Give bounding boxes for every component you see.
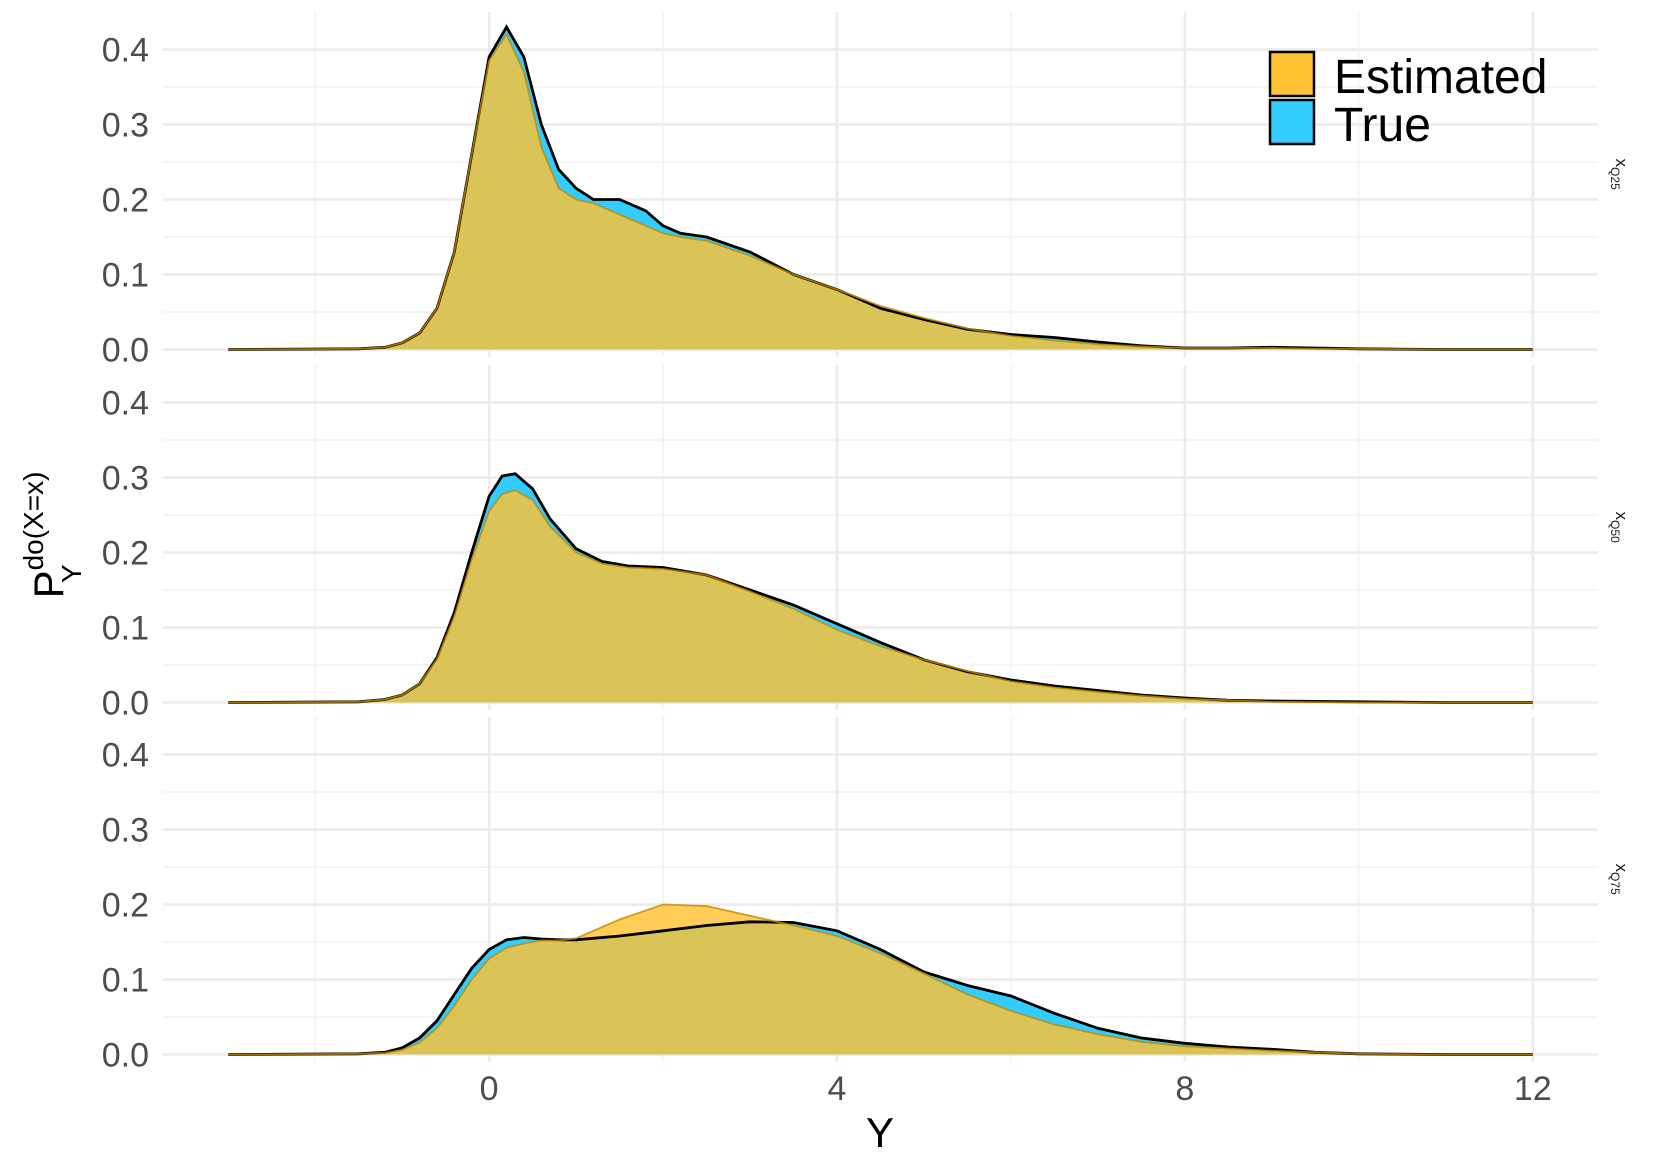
legend-label-estimated: Estimated bbox=[1334, 51, 1547, 104]
y-tick-label: 0.1 bbox=[102, 610, 149, 648]
legend-label-true: True bbox=[1334, 99, 1431, 152]
density-line-estimated bbox=[228, 489, 1533, 704]
legend-key-true bbox=[1268, 98, 1316, 146]
panel-q75 bbox=[163, 717, 1598, 1062]
y-tick-label: 0.3 bbox=[102, 812, 149, 850]
axes: 0.00.10.20.30.4xQ250.00.10.20.30.4xQ500.… bbox=[102, 32, 1631, 1109]
y-axis-title-superscript: do(X=x) bbox=[18, 472, 49, 571]
density-area-estimated bbox=[228, 904, 1533, 1055]
y-tick-label: 0.0 bbox=[102, 332, 149, 370]
facet-strip-sub: Q25 bbox=[1608, 167, 1622, 190]
facet-strip-label: xQ75 bbox=[1608, 864, 1631, 896]
y-axis-title-subscript: Y bbox=[56, 564, 87, 583]
y-tick-label: 0.2 bbox=[102, 887, 149, 925]
legend: Estimated True bbox=[1268, 50, 1547, 152]
density-line-true bbox=[228, 920, 1533, 1056]
y-tick-label: 0.3 bbox=[102, 107, 149, 145]
y-axis-title: Pdo(X=x) Y bbox=[18, 472, 87, 599]
x-tick-label: 4 bbox=[828, 1070, 847, 1108]
panel-q25 bbox=[163, 12, 1598, 357]
facet-panels bbox=[163, 12, 1598, 1062]
density-line-estimated bbox=[228, 32, 1533, 351]
y-tick-label: 0.4 bbox=[102, 385, 149, 423]
y-tick-label: 0.2 bbox=[102, 182, 149, 220]
panel-q50 bbox=[163, 365, 1598, 710]
facet-strip-main: x bbox=[1612, 864, 1631, 873]
facet-strip-sub: Q75 bbox=[1608, 872, 1622, 895]
y-tick-label: 0.1 bbox=[102, 257, 149, 295]
svg-text:Pdo(X=x): Pdo(X=x) bbox=[18, 472, 72, 599]
y-tick-label: 0.2 bbox=[102, 535, 149, 573]
y-tick-label: 0.1 bbox=[102, 962, 149, 1000]
y-tick-label: 0.4 bbox=[102, 32, 149, 70]
y-tick-label: 0.0 bbox=[102, 1037, 149, 1075]
x-axis-title: Y bbox=[866, 1109, 894, 1156]
x-tick-label: 8 bbox=[1175, 1070, 1194, 1108]
facet-strip-main: x bbox=[1612, 512, 1631, 521]
x-tick-label: 0 bbox=[480, 1070, 499, 1108]
y-tick-label: 0.4 bbox=[102, 737, 149, 775]
density-line-estimated bbox=[228, 903, 1533, 1056]
facet-strip-label: xQ25 bbox=[1608, 159, 1631, 191]
x-tick-label: 12 bbox=[1514, 1070, 1552, 1108]
density-area-estimated bbox=[228, 34, 1533, 350]
y-axis-title-main: P bbox=[25, 570, 72, 598]
facet-strip-sub: Q50 bbox=[1608, 520, 1622, 543]
legend-key-estimated bbox=[1268, 50, 1316, 98]
y-tick-label: 0.3 bbox=[102, 460, 149, 498]
facet-strip-main: x bbox=[1612, 159, 1631, 168]
density-area-estimated bbox=[228, 490, 1533, 703]
y-tick-label: 0.0 bbox=[102, 685, 149, 723]
facet-strip-label: xQ50 bbox=[1608, 512, 1631, 544]
